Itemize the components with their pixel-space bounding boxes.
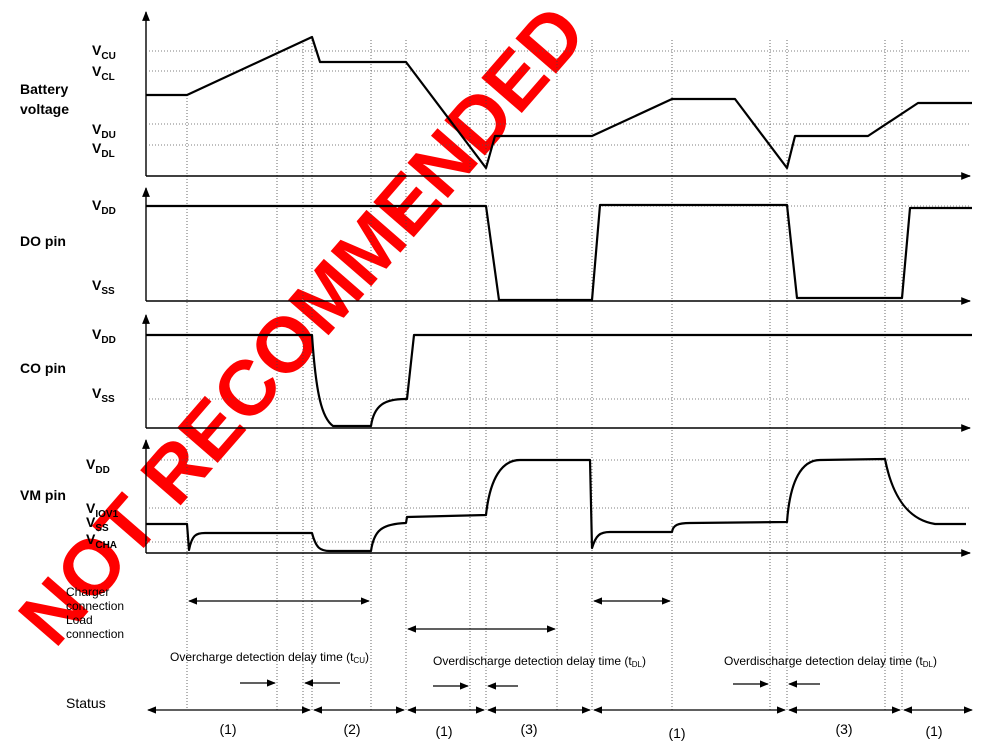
level-vcu: VCU	[92, 42, 116, 62]
status-segment-7: (1)	[925, 723, 942, 739]
status-segment-2: (2)	[343, 721, 360, 737]
level-vss-vm: VSS	[86, 514, 109, 534]
connection-section: Charger connection Load connection	[66, 585, 671, 641]
overcharge-delay-label: Overcharge detection delay time (tCU)	[170, 650, 369, 665]
co-pin-waveform	[146, 333, 972, 428]
status-segment-4: (3)	[520, 721, 537, 737]
level-vdd-vm: VDD	[86, 456, 110, 476]
status-section: Status (1) (2) (1) (3) (1) (3) (1)	[66, 695, 973, 741]
status-segment-6: (3)	[835, 721, 852, 737]
status-segment-3: (1)	[435, 723, 452, 739]
status-segment-5: (1)	[668, 725, 685, 741]
delay-time-section: Overcharge detection delay time (tCU) Ov…	[170, 650, 937, 690]
load-label-line2: connection	[66, 627, 124, 641]
overdischarge-delay-label-1: Overdischarge detection delay time (tDL)	[433, 654, 646, 669]
vm-pin-waveform	[146, 457, 966, 553]
level-vss-co: VSS	[92, 385, 115, 405]
level-vcha: VCHA	[86, 531, 117, 551]
vm-pin-title: VM pin	[20, 487, 66, 503]
charger-label-line2: connection	[66, 599, 124, 613]
charger-label-line1: Charger	[66, 585, 109, 599]
level-viov1: VIOV1	[86, 500, 119, 520]
do-pin-panel: DO pin VDD VSS	[20, 187, 972, 305]
do-pin-title: DO pin	[20, 233, 66, 249]
battery-voltage-waveform	[146, 35, 972, 170]
overdischarge-delay-label-2: Overdischarge detection delay time (tDL)	[724, 654, 937, 669]
battery-voltage-panel: Battery voltage VCU VCL VDU VDL	[20, 11, 972, 180]
level-vdd-co: VDD	[92, 326, 116, 346]
status-label: Status	[66, 695, 106, 711]
co-pin-panel: CO pin VDD VSS	[20, 314, 972, 432]
level-vcl: VCL	[92, 63, 115, 83]
status-segment-1: (1)	[219, 721, 236, 737]
battery-title-line1: Battery	[20, 81, 68, 97]
do-pin-waveform	[146, 203, 972, 302]
level-vdd-do: VDD	[92, 197, 116, 217]
level-vdu: VDU	[92, 121, 116, 141]
battery-title-line2: voltage	[20, 101, 69, 117]
load-label-line1: Load	[66, 613, 93, 627]
level-vss-do: VSS	[92, 277, 115, 297]
level-vdl: VDL	[92, 140, 115, 160]
vm-pin-panel: VM pin VDD VIOV1 VSS VCHA	[20, 439, 971, 557]
co-pin-title: CO pin	[20, 360, 66, 376]
